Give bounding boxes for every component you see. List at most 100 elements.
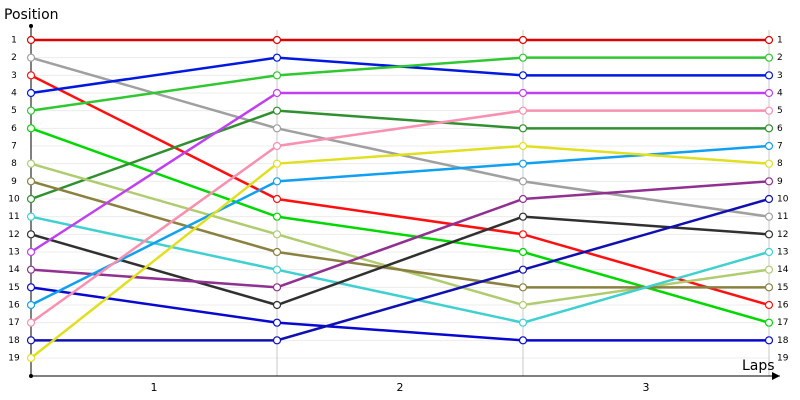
y-tick-label-right: 1: [777, 36, 783, 46]
point: [518, 300, 528, 310]
y-tick-label-right: 10: [777, 195, 789, 205]
point: [518, 159, 528, 168]
y-axis-arrow: [29, 24, 33, 28]
point: [518, 283, 528, 292]
y-tick-label-right: 2: [777, 53, 783, 63]
series-line: [30, 56, 769, 112]
point: [26, 230, 36, 239]
y-tick-label: 17: [8, 318, 19, 328]
point: [26, 194, 36, 204]
point: [26, 353, 36, 363]
point: [26, 318, 36, 327]
x-tick-label: 1: [151, 381, 158, 394]
y-tick-label: 6: [11, 124, 17, 134]
point: [26, 265, 36, 274]
x-axis-arrow: [772, 372, 780, 380]
x-axis-title: Laps: [742, 358, 775, 374]
lines: [30, 38, 770, 359]
y-tick-label: 8: [11, 159, 17, 169]
point: [26, 336, 36, 345]
point: [764, 35, 774, 45]
y-tick-label: 19: [8, 354, 20, 364]
y-tick-label: 14: [8, 265, 20, 275]
point: [764, 53, 774, 62]
point: [272, 141, 282, 151]
point: [518, 88, 528, 98]
y-tick-label: 2: [11, 53, 17, 63]
point: [764, 194, 774, 204]
point: [764, 177, 774, 186]
point: [764, 106, 774, 115]
y-tick-label: 5: [11, 106, 17, 116]
point: [272, 247, 282, 257]
point: [272, 283, 282, 292]
y-axis-title: Position: [4, 7, 59, 23]
point: [764, 283, 774, 292]
y-tick-label-right: 8: [777, 159, 783, 169]
y-tick-label: 11: [8, 212, 19, 222]
point: [272, 194, 282, 204]
point: [764, 300, 774, 310]
point: [518, 53, 528, 62]
origin: [29, 374, 33, 378]
point: [518, 194, 528, 204]
point: [518, 247, 528, 257]
y-tick-label-right: 19: [777, 354, 789, 364]
y-tick-label-right: 3: [777, 71, 783, 81]
series-line: [30, 286, 769, 342]
point: [26, 177, 36, 186]
point: [272, 230, 282, 239]
point: [518, 336, 528, 345]
y-tick-label-right: 16: [777, 301, 789, 311]
series-line: [30, 180, 770, 289]
point: [272, 336, 282, 345]
point: [26, 212, 36, 221]
markers: [26, 35, 774, 363]
point: [272, 212, 282, 221]
y-tick-label: 15: [8, 283, 19, 293]
y-tick-label-right: 17: [777, 318, 788, 328]
y-tick-label-right: 4: [777, 89, 783, 99]
point: [518, 212, 528, 221]
point: [272, 35, 282, 45]
series-line: [30, 109, 769, 324]
point: [272, 88, 282, 98]
point: [272, 124, 282, 133]
point: [272, 159, 282, 168]
point: [518, 124, 528, 133]
y-tick-label-right: 14: [777, 265, 789, 275]
point: [26, 35, 36, 45]
y-tick-label: 7: [11, 142, 17, 152]
point: [764, 71, 774, 80]
point: [272, 53, 282, 62]
point: [764, 159, 774, 168]
y-tick-label-right: 9: [777, 177, 783, 187]
point: [26, 88, 36, 98]
point: [272, 318, 282, 327]
point: [518, 106, 528, 115]
point: [518, 35, 528, 45]
point: [764, 212, 774, 221]
series-line: [30, 74, 770, 307]
point: [764, 265, 774, 274]
y-tick-label: 12: [8, 230, 19, 240]
series-line: [30, 215, 770, 307]
point: [764, 141, 774, 151]
point: [518, 230, 528, 239]
point: [272, 106, 282, 115]
y-tick-label: 18: [8, 336, 20, 346]
y-tick-label: 3: [11, 71, 17, 81]
point: [26, 53, 36, 62]
y-tick-label-right: 12: [777, 230, 788, 240]
point: [764, 88, 774, 98]
point: [26, 124, 36, 133]
y-tick-label: 1: [11, 36, 17, 46]
point: [518, 318, 528, 327]
point: [272, 177, 282, 186]
x-tick-label: 3: [643, 381, 650, 394]
point: [272, 265, 282, 274]
y-tick-label-right: 7: [777, 142, 783, 152]
y-tick-label-right: 18: [777, 336, 789, 346]
point: [764, 247, 774, 257]
